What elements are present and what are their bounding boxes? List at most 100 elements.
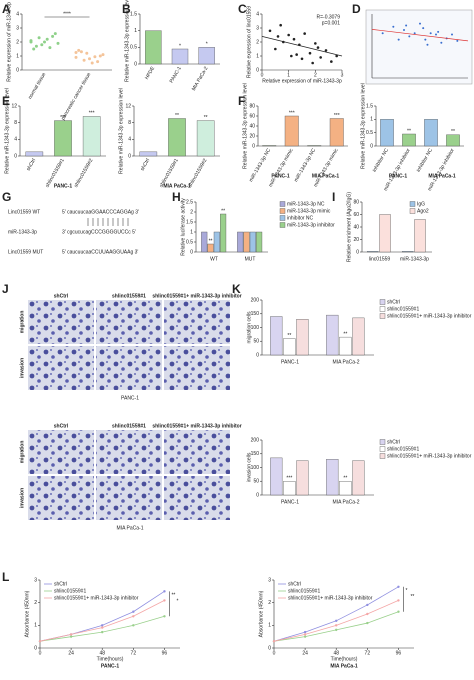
legend-label: miR-1343-3p NC (287, 201, 325, 207)
y-tick-label: 0.5 (366, 130, 373, 136)
point (101, 53, 105, 57)
marker (303, 630, 307, 634)
y-tick-label: 0 (256, 352, 259, 358)
point (290, 54, 293, 58)
sig: *** (289, 110, 295, 116)
point (274, 47, 277, 51)
y-tick-label: 60 (353, 212, 359, 218)
point (426, 43, 429, 46)
seq-name: Linc01559 MUT (8, 249, 43, 255)
point (48, 46, 52, 50)
bar (326, 459, 339, 496)
marker (335, 619, 338, 622)
x-tick-label: inhibitor NC (416, 147, 434, 173)
legend-label: miR-1343-3p inhibitor (287, 222, 335, 228)
x-tick-label: MIA PaCa-2 (191, 65, 210, 92)
bar (237, 231, 244, 253)
point (324, 49, 328, 52)
y-tick-label: 40 (353, 224, 359, 230)
marker (303, 635, 307, 638)
x-tick-label: 0 (39, 650, 42, 656)
point (88, 57, 91, 61)
y-tick-label: 200 (251, 297, 260, 303)
y-tick-label: 1.5 (186, 219, 193, 225)
subtitle: MIA PaCa-1 (330, 663, 358, 669)
y-axis-label: Relative miR-1343-3p expression level (360, 83, 366, 169)
micrograph (96, 300, 162, 344)
point (381, 32, 384, 35)
sig: * (179, 43, 181, 49)
point (51, 34, 55, 38)
seq: 3' cgcucucagCCCGGGGUCCc 5' (62, 229, 136, 235)
point (77, 48, 81, 52)
y-axis-label: Relative enrichment (Ago2/IgG) (346, 192, 352, 262)
x-tick-label: PANC-1 (281, 359, 299, 365)
y-tick-label: 0.5 (186, 239, 193, 245)
point (392, 25, 395, 28)
micrograph (164, 300, 230, 344)
x-tick-label: shlinc01559#2 (73, 157, 94, 188)
legend-label: shlinc01559#1 (288, 588, 320, 594)
marker (101, 630, 104, 634)
legend-label: shlinc01559#1+ miR-1343-3p inhibitor (288, 595, 373, 601)
y-tick-label: 4 (256, 11, 259, 17)
x-tick-label: 24 (302, 650, 308, 656)
legend-label: shCtrl (54, 581, 67, 587)
y-tick-label: 50 (253, 339, 259, 345)
y-tick-label: 2 (256, 39, 259, 45)
bar (352, 317, 365, 356)
panel-letter: E (2, 94, 10, 108)
y-tick-label: 1 (34, 623, 37, 629)
bar (326, 314, 339, 356)
x-tick-label: inhibitor NC (372, 147, 390, 173)
y-tick-label: 1.5 (130, 11, 137, 17)
legend-label: shlinc01559#1+ miR-1343-3p inhibitor (387, 453, 472, 459)
x-tick-label: shlinc01559#2 (187, 157, 208, 188)
point (435, 33, 437, 36)
point (279, 23, 282, 27)
bar (54, 120, 72, 157)
point (85, 51, 89, 55)
panel-letter: A (2, 2, 11, 16)
sig: ** (171, 593, 175, 599)
legend-label: miR-1343-3p mimic (287, 208, 331, 214)
seq: 5' caucuucaaGGAACCCAGGAg 3' (62, 209, 139, 215)
marker (335, 628, 338, 632)
bar (283, 338, 296, 356)
y-tick-label: 0 (370, 143, 373, 149)
fit-line (261, 36, 343, 57)
y-tick-label: 2 (268, 600, 271, 606)
bar (270, 457, 283, 496)
panel-letter: F (238, 94, 245, 108)
legend-label: shCtrl (288, 581, 301, 587)
seq-name: miR-1343-3p (8, 229, 37, 235)
sig: ** (343, 331, 347, 337)
fit-line (371, 29, 469, 42)
micrograph (96, 346, 162, 390)
y-tick-label: 3 (16, 25, 19, 31)
legend-label: Ago2 (417, 208, 429, 214)
bar (424, 119, 438, 147)
point (82, 58, 86, 62)
seq-name: Linc01559 WT (8, 209, 40, 215)
marker (397, 610, 400, 613)
point (429, 32, 432, 35)
x-axis-label: Time(hours) (331, 656, 358, 662)
point (93, 55, 97, 59)
x-axis-label: MIA PaCa-1 (163, 183, 191, 189)
column-label: shlinc01559#1 (112, 293, 146, 299)
x-tick-label: miR-1343-3p mimic (313, 147, 340, 188)
point (403, 29, 405, 31)
micrograph (28, 300, 94, 344)
bar (220, 213, 227, 253)
y-tick-label: 4 (14, 137, 17, 143)
y-tick-label: 20 (353, 237, 359, 243)
point (456, 39, 459, 42)
x-tick-label: WT (210, 256, 218, 262)
marker (38, 640, 42, 643)
x-tick-label: miR-1343-3p mimic (268, 147, 295, 188)
marker (69, 633, 73, 636)
x-tick-label: 3 (341, 72, 344, 78)
bar (402, 251, 414, 253)
y-tick-label: 8 (14, 120, 17, 126)
